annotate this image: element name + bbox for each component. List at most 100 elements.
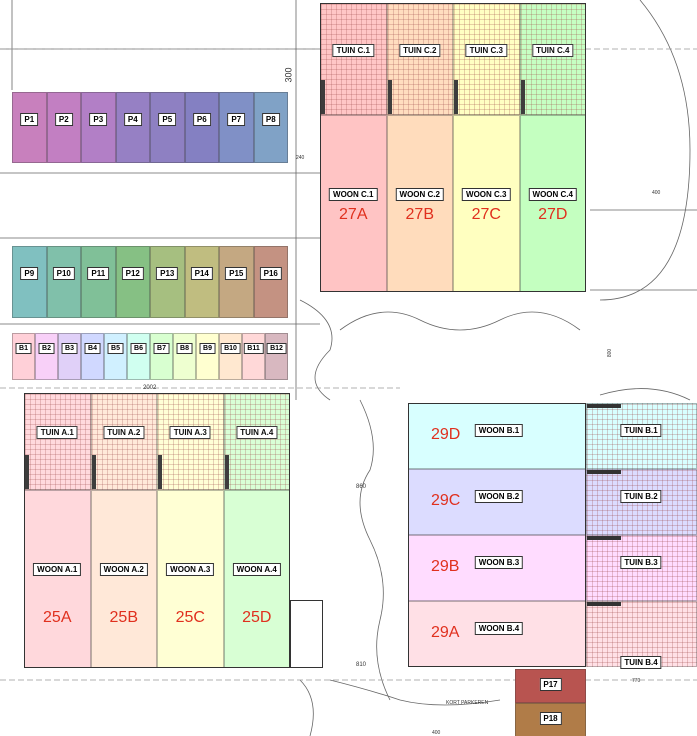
garden-label: TUIN A.1 xyxy=(36,426,78,439)
space-label: B5 xyxy=(107,343,124,354)
house-29c[interactable]: WOON B.2 29C xyxy=(408,469,586,535)
wall xyxy=(158,455,162,489)
garden-tuin-b-2[interactable]: TUIN B.2 xyxy=(586,469,697,535)
house-label: WOON C.4 xyxy=(528,188,577,201)
small-shed xyxy=(290,600,323,668)
house-number: 29D xyxy=(431,426,461,443)
garden-tuin-b-4[interactable]: TUIN B.4 xyxy=(586,601,697,669)
dim-770: 770 xyxy=(632,678,641,684)
house-number: 25D xyxy=(242,609,272,626)
house-number: 29A xyxy=(431,624,460,641)
space-label: B1 xyxy=(15,343,32,354)
house-number: 25C xyxy=(175,609,205,626)
space-label: P13 xyxy=(156,267,179,280)
parking-space-p10[interactable]: P10 xyxy=(46,246,81,318)
house-label: WOON A.2 xyxy=(99,563,148,576)
house-29a[interactable]: WOON B.4 29A xyxy=(408,601,586,667)
parking-space-p1[interactable]: P1 xyxy=(12,92,47,163)
dim-400-b: 400 xyxy=(432,730,441,736)
parking-space-p6[interactable]: P6 xyxy=(184,92,219,163)
parking-space-b1[interactable]: B1 xyxy=(12,333,35,380)
house-29b[interactable]: WOON B.3 29B xyxy=(408,535,586,601)
parking-space-p12[interactable]: P12 xyxy=(115,246,150,318)
kort-parkeren-label: KORT PARKEREN xyxy=(446,700,489,706)
space-label: P12 xyxy=(121,267,144,280)
parking-space-b2[interactable]: B2 xyxy=(35,333,58,380)
parking-space-b8[interactable]: B8 xyxy=(173,333,196,380)
space-label: P18 xyxy=(539,712,562,725)
wall xyxy=(91,455,96,489)
parking-space-p4[interactable]: P4 xyxy=(115,92,150,163)
parking-space-p13[interactable]: P13 xyxy=(150,246,185,318)
space-label: B4 xyxy=(84,343,101,354)
garden-label: TUIN A.2 xyxy=(103,426,145,439)
house-25d[interactable]: WOON A.4 25D xyxy=(223,490,290,668)
house-label: WOON B.2 xyxy=(474,490,524,503)
parking-space-p7[interactable]: P7 xyxy=(219,92,254,163)
space-label: P16 xyxy=(259,267,282,280)
space-label: B8 xyxy=(176,343,193,354)
wall xyxy=(587,404,621,408)
house-label: WOON A.3 xyxy=(166,563,215,576)
space-label: B2 xyxy=(38,343,55,354)
parking-space-b6[interactable]: B6 xyxy=(127,333,150,380)
parking-space-b12[interactable]: B12 xyxy=(265,333,288,380)
block_a-outline xyxy=(24,393,290,668)
house-27c[interactable]: WOON C.3 27C xyxy=(453,115,520,292)
parking-space-b11[interactable]: B11 xyxy=(242,333,265,380)
dim-810: 810 xyxy=(356,662,367,668)
parking-space-b10[interactable]: B10 xyxy=(219,333,242,380)
garden-tuin-b-3[interactable]: TUIN B.3 xyxy=(586,535,697,601)
house-25c[interactable]: WOON A.3 25C xyxy=(157,490,224,668)
space-label: P15 xyxy=(225,267,248,280)
garden-tuin-a-1[interactable]: TUIN A.1 xyxy=(24,393,91,490)
garden-label: TUIN C.1 xyxy=(332,44,374,57)
parking-space-p15[interactable]: P15 xyxy=(219,246,254,318)
parking-space-b5[interactable]: B5 xyxy=(104,333,127,380)
space-label: P2 xyxy=(54,113,73,126)
block_c-outline xyxy=(320,3,586,292)
garden-tuin-a-4[interactable]: TUIN A.4 xyxy=(223,393,290,490)
garden-tuin-c-2[interactable]: TUIN C.2 xyxy=(386,3,453,115)
garden-tuin-c-1[interactable]: TUIN C.1 xyxy=(320,3,387,115)
parking-space-p3[interactable]: P3 xyxy=(81,92,116,163)
wall xyxy=(321,80,325,114)
garden-tuin-b-1[interactable]: TUIN B.1 xyxy=(586,403,697,469)
space-label: B7 xyxy=(153,343,170,354)
house-label: WOON A.4 xyxy=(232,563,281,576)
house-27d[interactable]: WOON C.4 27D xyxy=(519,115,586,292)
house-25b[interactable]: WOON A.2 25B xyxy=(90,490,157,668)
house-number: 27D xyxy=(538,206,568,223)
house-label: WOON C.1 xyxy=(329,188,378,201)
garden-label: TUIN B.4 xyxy=(620,656,662,669)
space-label: P5 xyxy=(158,113,177,126)
space-label: P1 xyxy=(20,113,39,126)
parking-space-b9[interactable]: B9 xyxy=(196,333,219,380)
garden-tuin-c-3[interactable]: TUIN C.3 xyxy=(453,3,520,115)
garden-tuin-c-4[interactable]: TUIN C.4 xyxy=(519,3,586,115)
parking-space-p5[interactable]: P5 xyxy=(150,92,185,163)
dim-300: 300 xyxy=(283,67,294,83)
house-number: 29C xyxy=(431,492,461,509)
parking-space-p16[interactable]: P16 xyxy=(253,246,288,318)
wall xyxy=(387,80,392,114)
space-label: B3 xyxy=(61,343,78,354)
space-label: P7 xyxy=(227,113,246,126)
wall xyxy=(587,470,621,474)
parking-space-p11[interactable]: P11 xyxy=(81,246,116,318)
parking-space-p17[interactable]: P17 xyxy=(515,669,586,703)
parking-space-b3[interactable]: B3 xyxy=(58,333,81,380)
garden-label: TUIN C.4 xyxy=(532,44,574,57)
parking-space-p8[interactable]: P8 xyxy=(253,92,288,163)
wall xyxy=(454,80,458,114)
wall xyxy=(587,602,621,606)
parking-space-p14[interactable]: P14 xyxy=(184,246,219,318)
parking-space-p18[interactable]: P18 xyxy=(515,703,586,736)
parking-space-p2[interactable]: P2 xyxy=(46,92,81,163)
parking-space-p9[interactable]: P9 xyxy=(12,246,47,318)
parking-space-b7[interactable]: B7 xyxy=(150,333,173,380)
garden-label: TUIN A.3 xyxy=(169,426,211,439)
parking-space-b4[interactable]: B4 xyxy=(81,333,104,380)
space-label: B9 xyxy=(199,343,216,354)
